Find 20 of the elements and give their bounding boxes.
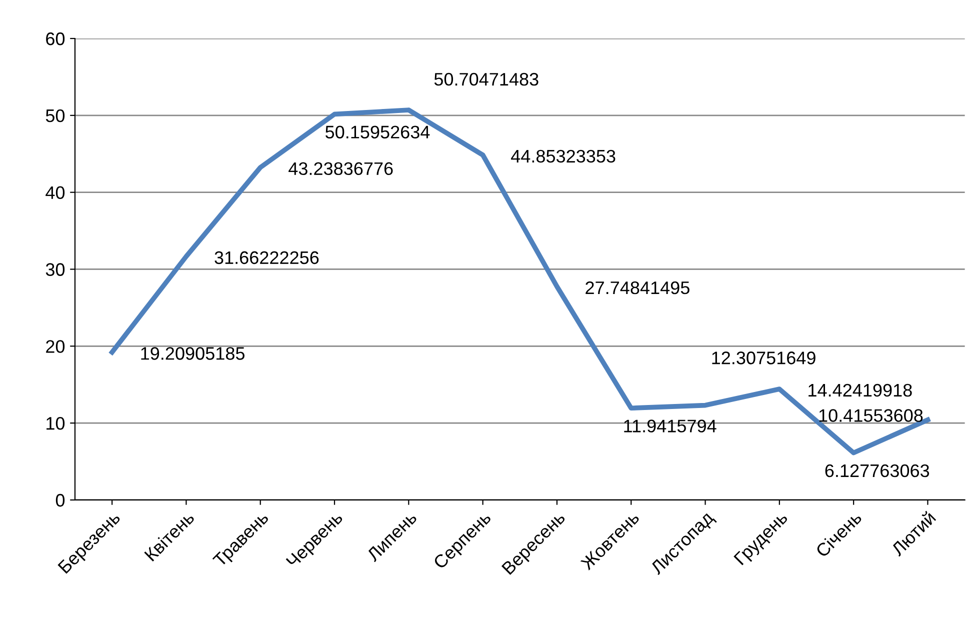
data-label: 50.70471483: [434, 72, 538, 86]
data-label: 43.23836776: [288, 162, 393, 176]
data-label: 19.20905185: [141, 347, 244, 360]
y-tick-label: 40: [46, 186, 65, 200]
y-tick-label: 30: [46, 263, 65, 276]
data-label: 50.15952634: [326, 126, 430, 138]
y-tick-label: 50: [46, 109, 65, 122]
data-label: 44.85323353: [511, 150, 616, 163]
data-label: 11.9415794: [624, 420, 716, 432]
y-tick-label: 10: [46, 416, 65, 430]
line-series: [110, 108, 930, 456]
data-label: 12.30751649: [712, 352, 816, 364]
data-label: 27.74841495: [586, 281, 690, 294]
y-tick-label: 60: [46, 32, 65, 46]
data-label: 31.66222256: [214, 251, 319, 264]
y-tick-label: 0: [56, 494, 65, 507]
data-label: 6.127763063: [825, 464, 930, 478]
data-label: 14.42419918: [808, 384, 912, 397]
data-label: 10.41553608: [819, 409, 923, 422]
y-tick-label: 20: [46, 340, 65, 353]
